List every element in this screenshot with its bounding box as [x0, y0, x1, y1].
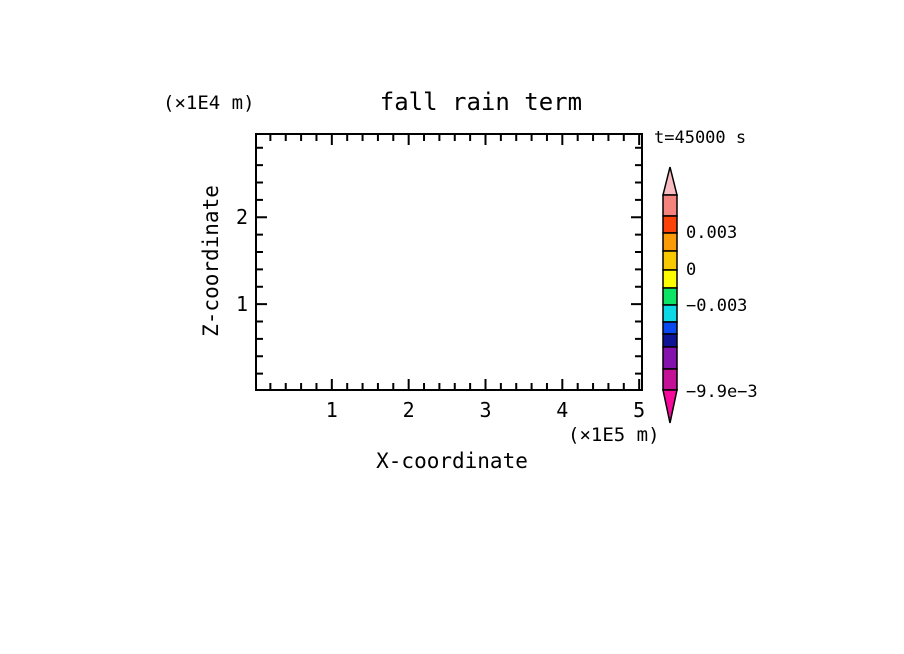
chart-title-text: fall rain term [379, 88, 583, 116]
time-annotation: t=45000 s [654, 128, 747, 148]
colorbar-segment-salmon [662, 194, 678, 217]
colorbar-segment-green [662, 287, 678, 306]
plot-area-frame [255, 133, 643, 391]
colorbar-segment-magenta [662, 368, 678, 391]
x-tick-label: 5 [633, 398, 646, 422]
colorbar-segment-orange [662, 232, 678, 252]
colorbar-tick-label: −0.003 [686, 296, 748, 316]
y-axis-unit-label: (×1E4 m) [163, 92, 255, 114]
x-tick-label: 2 [402, 398, 415, 422]
axis-ticks [257, 135, 641, 389]
plot-border [255, 133, 643, 391]
colorbar-segment-orangered [662, 215, 678, 234]
y-tick-label: 2 [235, 205, 248, 230]
colorbar-tick-label: −9.9e−3 [686, 382, 758, 402]
x-tick-label: 3 [479, 398, 492, 422]
colorbar-segment-cyan [662, 304, 678, 323]
colorbar-segment-navy [662, 333, 678, 348]
colorbar-segment-yellow [662, 269, 678, 289]
colorbar-arrow-bottom [662, 389, 678, 424]
colorbar-tick-label: 0.003 [686, 223, 738, 243]
colorbar-segment-blue [662, 321, 678, 335]
colorbar [662, 166, 678, 424]
colorbar-segments [662, 166, 678, 424]
x-axis-label: X-coordinate [376, 449, 528, 473]
x-tick-label: 1 [325, 398, 338, 422]
colorbar-segment-purple [662, 346, 678, 370]
x-axis-unit-label: (×1E5 m) [568, 424, 660, 446]
y-tick-label: 1 [235, 292, 248, 317]
x-tick-label: 4 [556, 398, 569, 422]
y-axis-label: Z-coordinate [199, 185, 223, 337]
colorbar-arrow-top [662, 166, 678, 196]
colorbar-tick-label: 0 [686, 260, 697, 280]
colorbar-segment-gold [662, 250, 678, 271]
chart-title: fall rain term [252, 60, 652, 144]
